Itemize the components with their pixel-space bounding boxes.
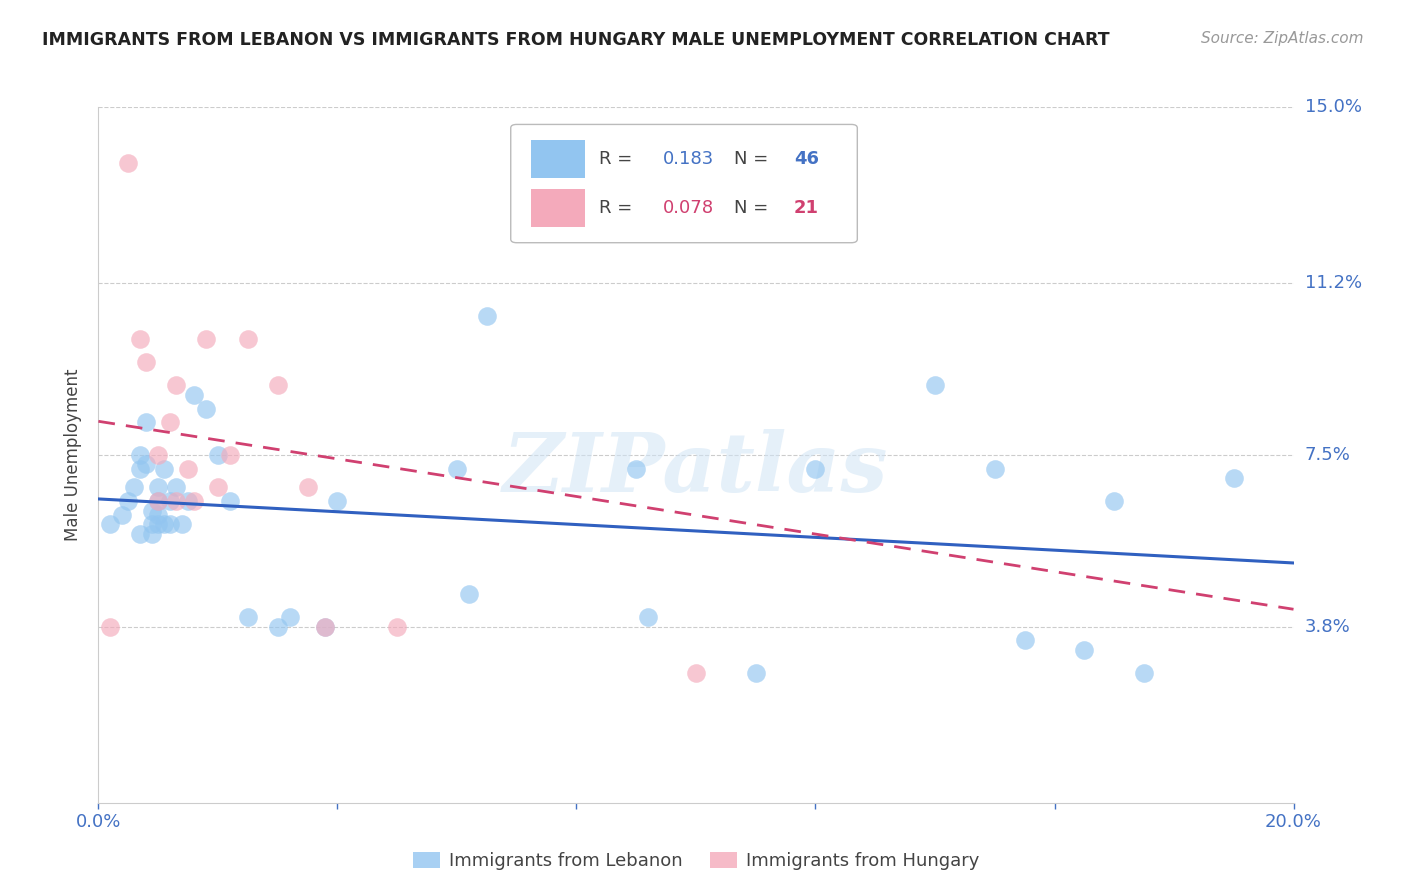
- Point: [685, 665, 707, 680]
- Point: [236, 610, 259, 624]
- Point: [98, 619, 122, 633]
- Point: [207, 480, 229, 494]
- Point: [129, 332, 152, 346]
- Point: [124, 480, 146, 494]
- Point: [385, 619, 409, 633]
- Point: [315, 619, 337, 633]
- Point: [183, 494, 205, 508]
- Point: [135, 457, 157, 471]
- Point: [159, 416, 181, 430]
- Point: [129, 448, 152, 462]
- Point: [183, 387, 205, 401]
- Text: 0.183: 0.183: [662, 150, 714, 169]
- Text: 11.2%: 11.2%: [1305, 275, 1362, 293]
- Point: [983, 462, 1005, 476]
- Point: [1223, 471, 1246, 485]
- Point: [129, 526, 152, 541]
- Point: [129, 462, 152, 476]
- Point: [141, 526, 163, 541]
- Point: [278, 610, 301, 624]
- Point: [804, 462, 827, 476]
- Point: [624, 462, 647, 476]
- Point: [159, 517, 181, 532]
- Point: [117, 155, 139, 169]
- Point: [148, 494, 170, 508]
- Point: [148, 517, 170, 532]
- Text: 46: 46: [794, 150, 818, 169]
- Text: ZIPatlas: ZIPatlas: [503, 429, 889, 508]
- Point: [165, 480, 187, 494]
- Legend: Immigrants from Lebanon, Immigrants from Hungary: Immigrants from Lebanon, Immigrants from…: [405, 845, 987, 877]
- Point: [267, 619, 290, 633]
- Point: [236, 332, 259, 346]
- Point: [117, 494, 139, 508]
- Point: [148, 448, 170, 462]
- FancyBboxPatch shape: [531, 189, 585, 227]
- Point: [326, 494, 349, 508]
- Point: [315, 619, 337, 633]
- Text: Source: ZipAtlas.com: Source: ZipAtlas.com: [1201, 31, 1364, 46]
- Point: [194, 401, 218, 416]
- Point: [1014, 633, 1036, 648]
- Point: [1133, 665, 1156, 680]
- Point: [219, 448, 242, 462]
- Point: [1104, 494, 1126, 508]
- Point: [165, 494, 187, 508]
- Point: [141, 503, 163, 517]
- Text: 0.078: 0.078: [662, 199, 714, 217]
- Point: [153, 517, 176, 532]
- Point: [1073, 642, 1095, 657]
- Text: IMMIGRANTS FROM LEBANON VS IMMIGRANTS FROM HUNGARY MALE UNEMPLOYMENT CORRELATION: IMMIGRANTS FROM LEBANON VS IMMIGRANTS FR…: [42, 31, 1109, 49]
- Point: [148, 494, 170, 508]
- Text: N =: N =: [734, 150, 775, 169]
- Point: [446, 462, 468, 476]
- Text: N =: N =: [734, 199, 775, 217]
- Point: [98, 517, 122, 532]
- Point: [207, 448, 229, 462]
- Point: [745, 665, 768, 680]
- FancyBboxPatch shape: [510, 124, 858, 243]
- Point: [637, 610, 659, 624]
- Text: 15.0%: 15.0%: [1305, 98, 1361, 116]
- Point: [135, 416, 157, 430]
- Text: 3.8%: 3.8%: [1305, 617, 1350, 635]
- Point: [177, 494, 200, 508]
- Point: [135, 355, 157, 369]
- Point: [172, 517, 194, 532]
- Point: [267, 378, 290, 392]
- Point: [165, 378, 187, 392]
- Point: [924, 378, 946, 392]
- Point: [177, 462, 200, 476]
- Point: [194, 332, 218, 346]
- Text: 21: 21: [794, 199, 818, 217]
- Point: [141, 517, 163, 532]
- Point: [624, 202, 647, 216]
- Point: [153, 462, 176, 476]
- Y-axis label: Male Unemployment: Male Unemployment: [65, 368, 83, 541]
- Point: [111, 508, 134, 523]
- Point: [475, 309, 498, 323]
- Text: R =: R =: [599, 199, 638, 217]
- Point: [219, 494, 242, 508]
- Text: R =: R =: [599, 150, 638, 169]
- Point: [297, 480, 319, 494]
- Point: [159, 494, 181, 508]
- Text: 7.5%: 7.5%: [1305, 446, 1351, 464]
- Point: [148, 480, 170, 494]
- FancyBboxPatch shape: [531, 140, 585, 178]
- Point: [148, 508, 170, 523]
- Point: [458, 587, 481, 601]
